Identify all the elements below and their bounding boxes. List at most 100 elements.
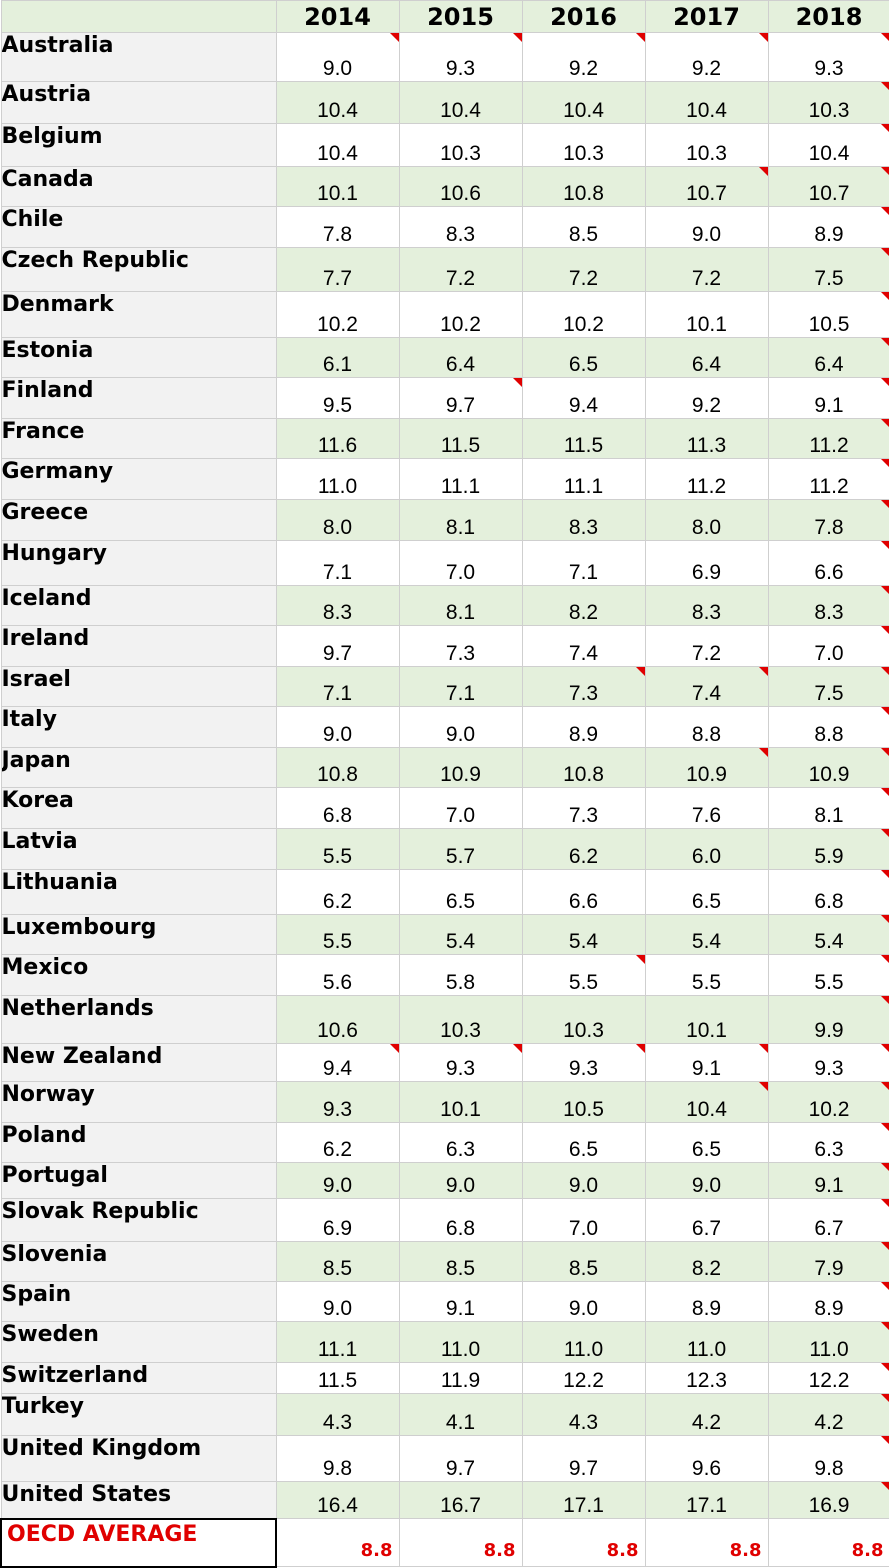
value-cell[interactable]: 10.5: [767, 291, 889, 338]
value-cell[interactable]: 7.5: [767, 247, 889, 292]
value-cell[interactable]: 6.6: [521, 869, 646, 915]
country-name-cell[interactable]: Poland: [0, 1122, 277, 1163]
value-cell[interactable]: 5.6: [275, 954, 400, 996]
value-cell[interactable]: 7.1: [398, 666, 523, 707]
value-cell[interactable]: 9.3: [767, 1043, 889, 1082]
value-cell[interactable]: 9.1: [767, 377, 889, 419]
value-cell[interactable]: 6.5: [521, 1122, 646, 1163]
value-cell[interactable]: 5.5: [521, 954, 646, 996]
value-cell[interactable]: 8.8: [644, 706, 769, 748]
value-cell[interactable]: 8.3: [275, 585, 400, 626]
value-cell[interactable]: 8.5: [398, 1241, 523, 1282]
value-cell[interactable]: 9.7: [398, 1435, 523, 1482]
country-name-cell[interactable]: Luxembourg: [0, 914, 277, 955]
value-cell[interactable]: 7.3: [398, 625, 523, 667]
country-name-cell[interactable]: New Zealand: [0, 1043, 277, 1082]
value-cell[interactable]: 10.7: [644, 166, 769, 207]
value-cell[interactable]: 11.5: [398, 418, 523, 459]
value-cell[interactable]: 6.8: [767, 869, 889, 915]
value-cell[interactable]: 9.0: [275, 1281, 400, 1322]
value-cell[interactable]: 6.5: [644, 1122, 769, 1163]
value-cell[interactable]: 10.1: [644, 995, 769, 1044]
value-cell[interactable]: 8.0: [275, 499, 400, 541]
value-cell[interactable]: 9.3: [398, 1043, 523, 1082]
value-cell[interactable]: 8.9: [767, 206, 889, 248]
value-cell[interactable]: 9.0: [275, 32, 400, 82]
value-cell[interactable]: 5.4: [644, 914, 769, 955]
value-cell[interactable]: 9.5: [275, 377, 400, 419]
value-cell[interactable]: 7.5: [767, 666, 889, 707]
value-cell[interactable]: 8.1: [398, 499, 523, 541]
value-cell[interactable]: 9.0: [398, 706, 523, 748]
value-cell[interactable]: 7.0: [767, 625, 889, 667]
value-cell[interactable]: 9.3: [521, 1043, 646, 1082]
value-cell[interactable]: 16.4: [275, 1481, 400, 1519]
value-cell[interactable]: 8.1: [767, 787, 889, 829]
value-cell[interactable]: 8.5: [521, 206, 646, 248]
value-cell[interactable]: 7.0: [398, 787, 523, 829]
value-cell[interactable]: 7.6: [644, 787, 769, 829]
value-cell[interactable]: 10.2: [521, 291, 646, 338]
value-cell[interactable]: 7.9: [767, 1241, 889, 1282]
value-cell[interactable]: 9.0: [275, 706, 400, 748]
value-cell[interactable]: 9.0: [521, 1162, 646, 1199]
value-cell[interactable]: 6.3: [767, 1122, 889, 1163]
value-cell[interactable]: 9.3: [767, 32, 889, 82]
value-cell[interactable]: 11.0: [275, 458, 400, 500]
value-cell[interactable]: 6.7: [644, 1198, 769, 1242]
value-cell[interactable]: 8.3: [398, 206, 523, 248]
value-cell[interactable]: 9.0: [644, 206, 769, 248]
value-cell[interactable]: 5.5: [644, 954, 769, 996]
country-name-cell[interactable]: Greece: [0, 499, 277, 541]
value-cell[interactable]: 8.3: [767, 585, 889, 626]
country-name-cell[interactable]: Austria: [0, 81, 277, 124]
value-cell[interactable]: 8.0: [644, 499, 769, 541]
value-cell[interactable]: 10.9: [767, 747, 889, 788]
value-cell[interactable]: 11.0: [644, 1321, 769, 1363]
value-cell[interactable]: 9.7: [521, 1435, 646, 1482]
value-cell[interactable]: 7.2: [644, 247, 769, 292]
value-cell[interactable]: 5.4: [398, 914, 523, 955]
value-cell[interactable]: 9.2: [644, 377, 769, 419]
value-cell[interactable]: 11.2: [644, 458, 769, 500]
value-cell[interactable]: 7.8: [767, 499, 889, 541]
value-cell[interactable]: 11.0: [398, 1321, 523, 1363]
value-cell[interactable]: 6.1: [275, 337, 400, 378]
value-cell[interactable]: 10.6: [398, 166, 523, 207]
value-cell[interactable]: 8.9: [521, 706, 646, 748]
value-cell[interactable]: 6.2: [275, 869, 400, 915]
value-cell[interactable]: 10.1: [398, 1081, 523, 1123]
value-cell[interactable]: 9.9: [767, 995, 889, 1044]
value-cell[interactable]: 11.5: [275, 1362, 400, 1394]
value-cell[interactable]: 10.3: [644, 123, 769, 167]
value-cell[interactable]: 6.2: [275, 1122, 400, 1163]
value-cell[interactable]: 5.7: [398, 828, 523, 870]
value-cell[interactable]: 11.2: [767, 418, 889, 459]
value-cell[interactable]: 9.2: [521, 32, 646, 82]
value-cell[interactable]: 8.3: [521, 499, 646, 541]
country-name-cell[interactable]: Israel: [0, 666, 277, 707]
value-cell[interactable]: 8.5: [521, 1241, 646, 1282]
value-cell[interactable]: 12.3: [644, 1362, 769, 1394]
value-cell[interactable]: 5.9: [767, 828, 889, 870]
value-cell[interactable]: 6.9: [644, 540, 769, 586]
value-cell[interactable]: 10.3: [398, 995, 523, 1044]
value-cell[interactable]: 6.8: [398, 1198, 523, 1242]
value-cell[interactable]: 10.3: [398, 123, 523, 167]
value-cell[interactable]: 7.1: [521, 540, 646, 586]
value-cell[interactable]: 11.9: [398, 1362, 523, 1394]
value-cell[interactable]: 7.0: [398, 540, 523, 586]
value-cell[interactable]: 11.1: [521, 458, 646, 500]
value-cell[interactable]: 9.4: [275, 1043, 400, 1082]
value-cell[interactable]: 10.8: [275, 747, 400, 788]
value-cell[interactable]: 11.0: [767, 1321, 889, 1363]
country-name-cell[interactable]: Korea: [0, 787, 277, 829]
country-name-cell[interactable]: Finland: [0, 377, 277, 419]
value-cell[interactable]: 16.7: [398, 1481, 523, 1519]
value-cell[interactable]: 11.0: [521, 1321, 646, 1363]
value-cell[interactable]: 10.4: [398, 81, 523, 124]
value-cell[interactable]: 7.3: [521, 666, 646, 707]
country-name-cell[interactable]: Turkey: [0, 1393, 277, 1436]
country-name-cell[interactable]: Netherlands: [0, 995, 277, 1044]
value-cell[interactable]: 8.2: [521, 585, 646, 626]
